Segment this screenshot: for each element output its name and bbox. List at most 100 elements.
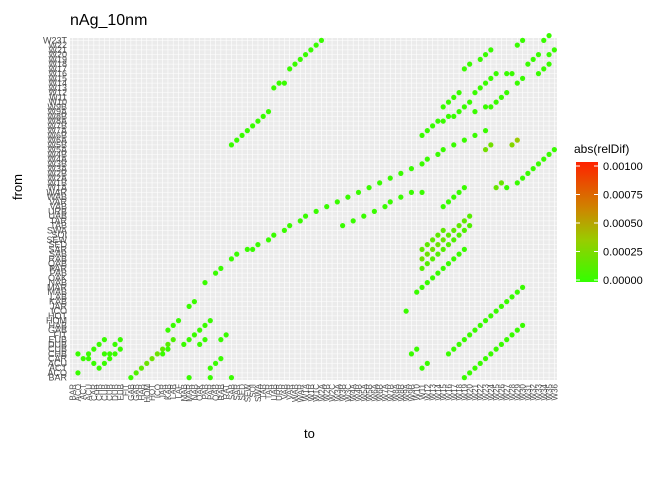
data-point xyxy=(541,66,547,72)
data-point xyxy=(472,365,478,371)
data-point xyxy=(197,327,203,333)
x-tick-label: GAB xyxy=(132,384,141,401)
x-tick-label: W22 xyxy=(476,383,485,400)
data-point xyxy=(525,61,531,67)
data-point xyxy=(419,265,425,271)
data-point xyxy=(361,213,367,219)
x-tick-label: W31 xyxy=(524,383,533,400)
x-tick-label: W1C xyxy=(312,384,321,402)
x-tick-label: W30 xyxy=(519,383,528,400)
data-point xyxy=(456,90,462,96)
data-point xyxy=(430,256,436,262)
data-point xyxy=(419,246,425,252)
data-point xyxy=(445,242,452,248)
data-point xyxy=(419,284,425,290)
data-point xyxy=(509,142,515,148)
data-point xyxy=(493,71,499,77)
data-point xyxy=(128,375,134,381)
data-point xyxy=(424,242,430,248)
x-tick-label: W20 xyxy=(466,383,475,400)
data-point xyxy=(541,156,547,162)
data-point xyxy=(144,360,150,366)
data-point xyxy=(519,175,526,181)
data-point xyxy=(234,251,240,257)
data-point xyxy=(419,365,425,371)
y-tick-label: HOT xyxy=(48,311,68,321)
data-point xyxy=(482,52,489,58)
x-tick-label: W2B xyxy=(323,384,332,401)
data-point xyxy=(96,365,102,371)
data-point xyxy=(535,71,542,77)
data-point xyxy=(186,337,192,343)
data-point xyxy=(398,194,404,200)
data-point xyxy=(398,170,404,176)
y-tick-label: HOM xyxy=(46,316,67,326)
x-tick-label: SAR xyxy=(233,384,242,401)
legend-colorbar xyxy=(576,162,598,282)
data-point xyxy=(414,289,420,295)
data-point xyxy=(318,37,325,43)
y-tick-label: SWA xyxy=(47,225,67,235)
data-point xyxy=(451,227,457,233)
data-point xyxy=(467,223,473,229)
data-point xyxy=(493,308,499,314)
x-tick-label: HAB xyxy=(137,384,146,400)
data-point xyxy=(340,223,346,229)
data-point xyxy=(80,356,86,362)
x-tick-label: W28 xyxy=(508,383,517,400)
y-tick-label: BAR xyxy=(48,373,67,383)
data-point xyxy=(467,99,473,105)
data-point xyxy=(207,375,213,381)
data-point xyxy=(117,346,123,352)
y-tick-label: SAB xyxy=(49,249,67,259)
data-point xyxy=(514,137,520,143)
data-point xyxy=(535,52,542,58)
data-point xyxy=(440,227,446,233)
x-tick-label: W15 xyxy=(439,383,448,400)
data-point xyxy=(461,227,467,233)
data-point xyxy=(451,237,457,243)
data-point xyxy=(435,151,441,157)
data-point xyxy=(218,356,224,362)
y-tick-label: DUB xyxy=(48,339,67,349)
data-point xyxy=(271,85,277,91)
data-point xyxy=(408,189,415,195)
data-point xyxy=(461,66,467,72)
data-point xyxy=(461,218,467,224)
data-point xyxy=(435,232,441,238)
data-point xyxy=(488,75,494,81)
x-tick-label: CHB xyxy=(95,384,104,401)
data-point xyxy=(461,137,467,143)
y-tick-label: PAB xyxy=(50,268,67,278)
x-tick-label: JAR xyxy=(159,384,168,399)
data-point xyxy=(440,265,446,271)
y-tick-label: CAR xyxy=(48,354,68,364)
data-point xyxy=(96,341,102,347)
y-tick-label: W12 xyxy=(48,88,67,98)
data-point xyxy=(218,265,224,271)
data-point xyxy=(212,360,219,366)
data-point xyxy=(477,322,483,328)
legend-tick-label: 0.00025 xyxy=(603,247,643,259)
x-tick-label: TAB xyxy=(259,384,268,399)
data-point xyxy=(551,47,557,53)
data-point xyxy=(456,232,462,238)
y-tick-label: QAB xyxy=(48,259,67,269)
data-point xyxy=(504,337,510,343)
data-point xyxy=(514,289,520,295)
data-point xyxy=(287,66,293,72)
data-points xyxy=(75,33,557,381)
data-point xyxy=(514,327,520,333)
x-tick-label: WAR xyxy=(296,384,305,403)
x-tick-label: W3C xyxy=(344,384,353,402)
data-point xyxy=(451,194,457,200)
x-tick-label: W6B xyxy=(376,384,385,401)
data-point xyxy=(160,351,166,357)
data-point xyxy=(467,332,473,338)
x-tick-label: W14 xyxy=(434,383,443,400)
y-tick-label: PAR xyxy=(49,263,67,273)
x-tick-label: W3B xyxy=(339,384,348,401)
data-point xyxy=(297,218,303,224)
data-point xyxy=(149,356,155,362)
data-point xyxy=(430,275,436,281)
